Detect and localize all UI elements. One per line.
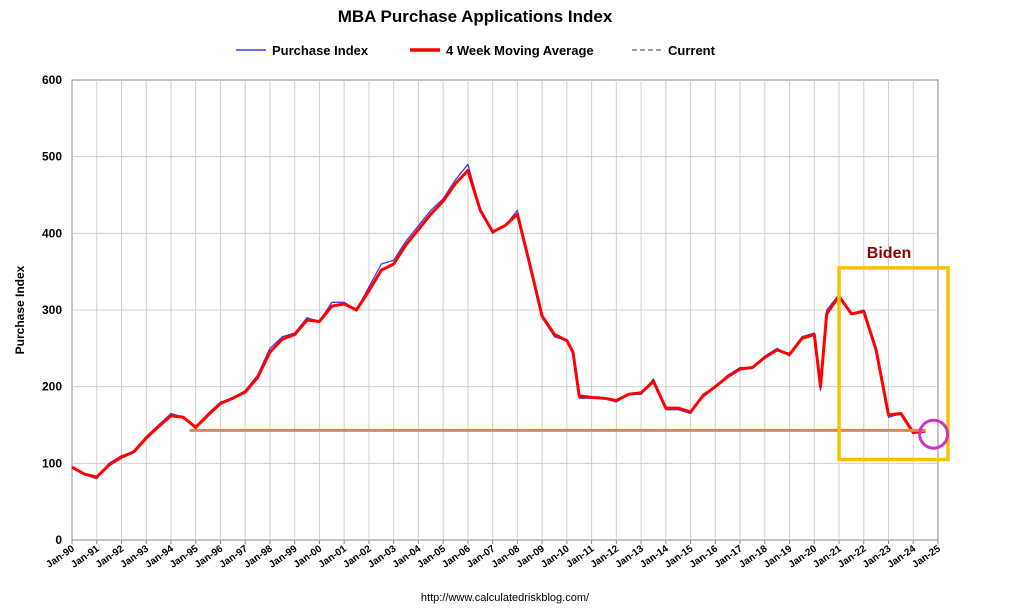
y-axis-label: Purchase Index	[13, 265, 27, 354]
legend-item: Current	[632, 43, 716, 58]
legend-label: Purchase Index	[272, 43, 369, 58]
x-axis-ticks: Jan-90Jan-91Jan-92Jan-93Jan-94Jan-95Jan-…	[44, 540, 943, 571]
y-tick-label: 0	[55, 533, 62, 547]
y-tick-label: 100	[42, 456, 62, 470]
y-tick-label: 300	[42, 303, 62, 317]
gridlines	[72, 80, 938, 540]
legend-item: Purchase Index	[236, 43, 369, 58]
annotations: Biden	[189, 245, 950, 462]
x-tick-label: Jan-25	[910, 543, 943, 570]
biden-annotation-label: Biden	[867, 245, 911, 262]
legend-label: 4 Week Moving Average	[446, 43, 594, 58]
y-tick-label: 500	[42, 150, 62, 164]
y-tick-label: 400	[42, 226, 62, 240]
source-text: http://www.calculatedriskblog.com/	[421, 592, 590, 604]
current-value-circle	[918, 418, 950, 450]
series-layer	[71, 163, 926, 480]
y-axis-ticks: 0 100 200 300 400 500 600	[42, 73, 62, 547]
y-tick-label: 600	[42, 73, 62, 87]
series-4-week-moving-average	[71, 169, 926, 479]
y-tick-label: 200	[42, 380, 62, 394]
chart-title: MBA Purchase Applications Index	[338, 7, 613, 26]
biden-annotation-box	[837, 266, 950, 462]
legend-item: 4 Week Moving Average	[410, 43, 594, 58]
legend-label: Current	[668, 43, 716, 58]
legend: Purchase Index 4 Week Moving Average Curre…	[236, 43, 716, 58]
